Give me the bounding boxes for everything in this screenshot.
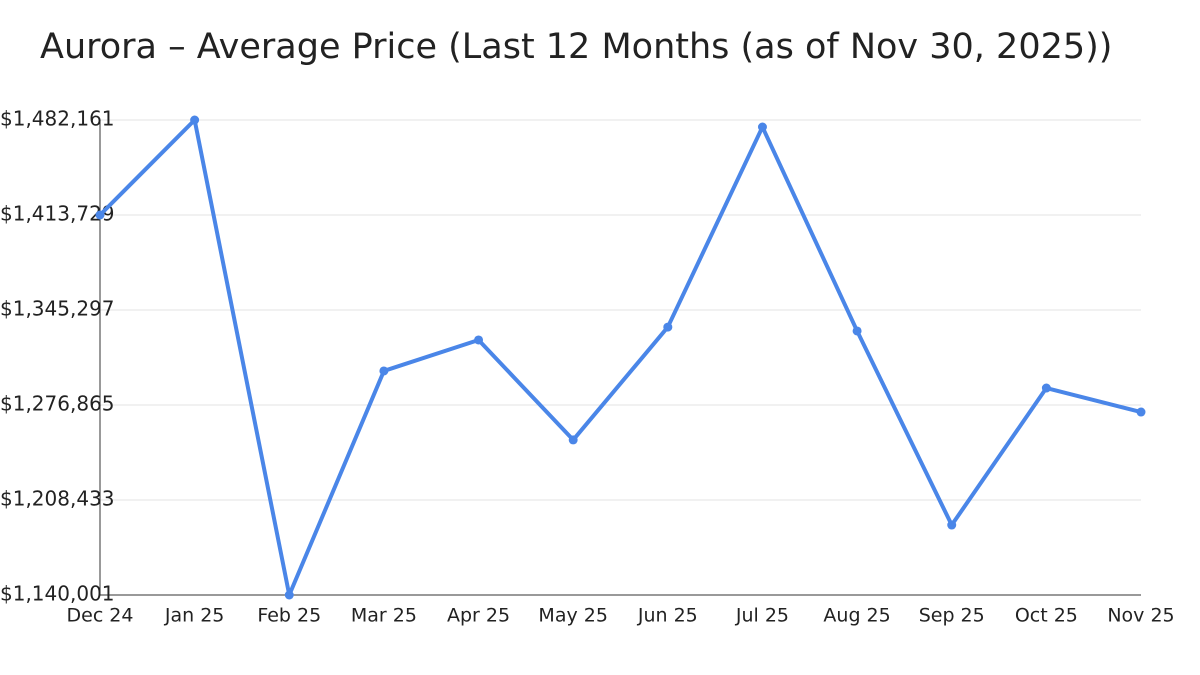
point: [95, 210, 105, 220]
x-tick-label: Sep 25: [919, 605, 985, 627]
point: [663, 322, 673, 332]
x-tick-label: Oct 25: [1015, 605, 1078, 627]
chart-title: Aurora – Average Price (Last 12 Months (…: [40, 27, 1112, 67]
point: [757, 122, 767, 132]
x-tick-label: Mar 25: [351, 605, 417, 627]
point: [852, 326, 862, 336]
point: [474, 335, 484, 345]
x-tick-label: Aug 25: [823, 605, 890, 627]
x-tick-label: Apr 25: [447, 605, 510, 627]
point: [568, 435, 578, 445]
x-tick-label: Nov 25: [1107, 605, 1174, 627]
x-tick-label: Jun 25: [637, 605, 698, 627]
x-tick-label: Jul 25: [735, 605, 789, 627]
y-tick-label: $1,276,865: [0, 392, 115, 416]
y-tick-label: $1,482,161: [0, 107, 115, 131]
point: [284, 590, 294, 600]
point: [1041, 383, 1051, 393]
y-tick-label: $1,413,729: [0, 202, 115, 226]
point: [379, 366, 389, 376]
point: [947, 520, 957, 530]
y-tick-label: $1,208,433: [0, 487, 115, 511]
x-tick-label: Feb 25: [257, 605, 321, 627]
x-tick-label: Jan 25: [164, 605, 225, 627]
point: [190, 115, 200, 125]
x-tick-label: May 25: [538, 605, 608, 627]
y-tick-label: $1,140,001: [0, 582, 115, 606]
y-tick-label: $1,345,297: [0, 297, 115, 321]
line: [98, 118, 1142, 597]
point: [1136, 407, 1146, 417]
x-tick-label: Dec 24: [67, 605, 134, 627]
